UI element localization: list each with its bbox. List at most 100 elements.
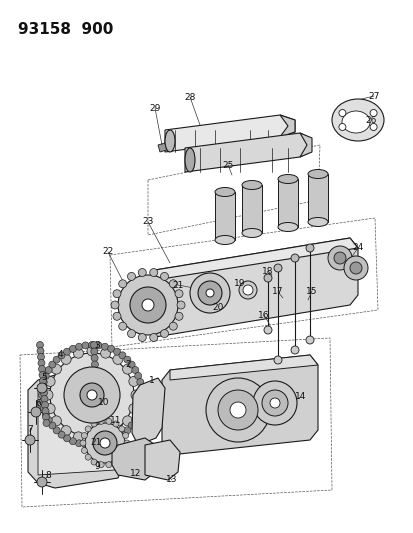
Circle shape [119,426,125,432]
Circle shape [39,372,46,378]
Polygon shape [307,174,327,222]
Text: 8: 8 [45,472,51,481]
Circle shape [85,423,125,463]
Circle shape [94,426,101,433]
Circle shape [88,342,95,349]
Circle shape [80,440,86,446]
Circle shape [41,401,48,408]
Circle shape [38,392,45,399]
Ellipse shape [242,229,261,238]
Circle shape [113,290,121,298]
Circle shape [43,419,50,426]
Text: 4: 4 [57,351,63,359]
Ellipse shape [307,169,327,179]
Text: 20: 20 [212,303,223,312]
Circle shape [290,254,298,262]
Circle shape [45,376,55,386]
Circle shape [81,448,87,454]
Polygon shape [132,378,165,445]
Circle shape [50,353,134,437]
Ellipse shape [341,111,369,133]
Circle shape [107,438,114,445]
Circle shape [53,427,60,434]
Circle shape [39,377,46,384]
Circle shape [122,416,132,426]
Circle shape [98,418,104,424]
Circle shape [76,440,82,447]
Circle shape [37,477,47,487]
Circle shape [113,421,119,427]
Polygon shape [158,142,170,152]
Circle shape [177,301,185,309]
Text: 26: 26 [364,116,376,125]
Circle shape [128,376,138,386]
Circle shape [138,334,146,342]
Circle shape [128,361,135,368]
Ellipse shape [307,217,327,227]
Circle shape [63,348,70,355]
Text: 11: 11 [110,416,121,425]
Circle shape [31,407,41,417]
Polygon shape [214,192,235,240]
Circle shape [119,431,126,438]
Ellipse shape [277,174,297,183]
Circle shape [40,390,47,397]
Circle shape [41,395,48,402]
Circle shape [128,403,138,414]
Circle shape [36,342,43,349]
Circle shape [42,410,49,418]
Circle shape [98,462,104,467]
Text: 21: 21 [90,439,102,448]
Text: 29: 29 [149,103,160,112]
Text: 1: 1 [149,376,154,385]
Circle shape [131,367,138,374]
Circle shape [58,431,65,438]
Polygon shape [145,440,180,480]
Circle shape [138,269,146,277]
Circle shape [122,432,128,439]
Circle shape [130,287,166,323]
Circle shape [38,353,44,360]
Circle shape [64,367,120,423]
Circle shape [369,124,376,131]
Text: 16: 16 [258,311,269,319]
Circle shape [118,275,178,335]
Circle shape [333,252,345,264]
Circle shape [76,343,82,350]
Circle shape [273,356,281,364]
Circle shape [93,387,100,394]
Circle shape [90,342,97,349]
Circle shape [40,378,47,385]
Circle shape [131,390,141,400]
Text: 25: 25 [222,160,233,169]
Polygon shape [154,238,357,280]
Text: 12: 12 [130,470,141,479]
Text: 18: 18 [261,266,273,276]
Circle shape [134,373,141,379]
Ellipse shape [331,99,383,141]
Circle shape [73,348,83,358]
Circle shape [42,408,49,415]
Circle shape [101,440,108,447]
Polygon shape [277,179,297,227]
Circle shape [136,405,143,411]
Circle shape [40,405,47,411]
Circle shape [127,272,135,280]
Circle shape [327,246,351,270]
Polygon shape [38,375,118,475]
Circle shape [338,124,345,131]
Circle shape [138,385,145,392]
Circle shape [107,345,114,352]
Circle shape [69,345,76,352]
Circle shape [106,418,112,424]
Circle shape [113,348,120,355]
Circle shape [261,390,287,416]
Text: 14: 14 [294,392,306,401]
Circle shape [93,407,100,414]
Circle shape [37,383,47,393]
Circle shape [113,459,119,465]
Circle shape [252,381,296,425]
Circle shape [39,385,46,392]
Circle shape [169,280,177,288]
Circle shape [190,273,230,313]
